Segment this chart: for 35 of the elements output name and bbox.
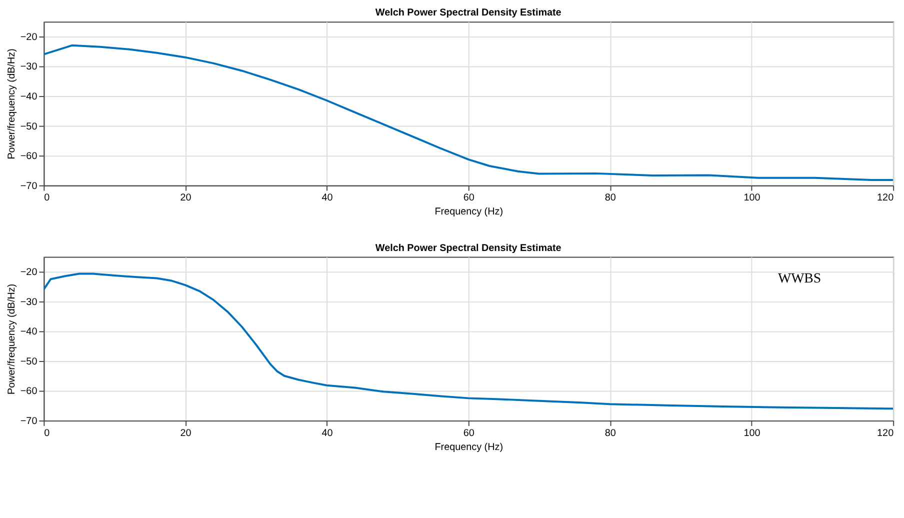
y-tick-label: −60 — [20, 151, 38, 162]
line-series — [44, 44, 894, 181]
y-tick-label: −70 — [20, 416, 38, 427]
y-tick-label: −40 — [20, 92, 38, 103]
x-tick-label: 0 — [44, 192, 50, 204]
x-tick-label: 60 — [463, 428, 475, 439]
annotation: WWBS — [778, 272, 822, 287]
y-tick-label: −30 — [20, 62, 38, 73]
x-tick-label: 40 — [322, 428, 334, 439]
y-tick-label: −20 — [20, 267, 38, 278]
y-tick-label: −50 — [20, 121, 38, 132]
y-tick-label: −60 — [20, 386, 38, 398]
x-tick-label: 20 — [180, 192, 192, 204]
y-axis-title: Power/frequency (dB/Hz) — [6, 284, 18, 394]
x-tick-label: 0 — [44, 428, 50, 439]
y-tick-label: −20 — [20, 32, 38, 43]
y-tick-label: −40 — [20, 326, 38, 338]
x-tick-label: 40 — [322, 192, 334, 204]
line-series — [44, 272, 894, 410]
x-tick-label: 120 — [877, 428, 894, 439]
y-tick-label: −70 — [20, 180, 38, 192]
x-axis-title: Frequency (Hz) — [434, 442, 503, 453]
x-tick-label: 20 — [180, 428, 192, 439]
y-tick-label: −30 — [20, 296, 38, 308]
chart-title: Welch Power Spectral Density Estimate — [375, 242, 562, 254]
x-tick-label: 80 — [604, 192, 616, 204]
x-tick-label: 60 — [463, 192, 475, 204]
y-axis-title: Power/frequency (dB/Hz) — [6, 48, 18, 160]
x-tick-label: 100 — [744, 192, 761, 204]
x-tick-label: 120 — [877, 192, 894, 204]
chart-title: Welch Power Spectral Density Estimate — [375, 8, 562, 19]
y-tick-label: −50 — [20, 356, 38, 368]
x-tick-label: 100 — [744, 428, 761, 439]
x-tick-label: 80 — [604, 428, 616, 439]
x-axis-title: Frequency (Hz) — [434, 206, 503, 218]
